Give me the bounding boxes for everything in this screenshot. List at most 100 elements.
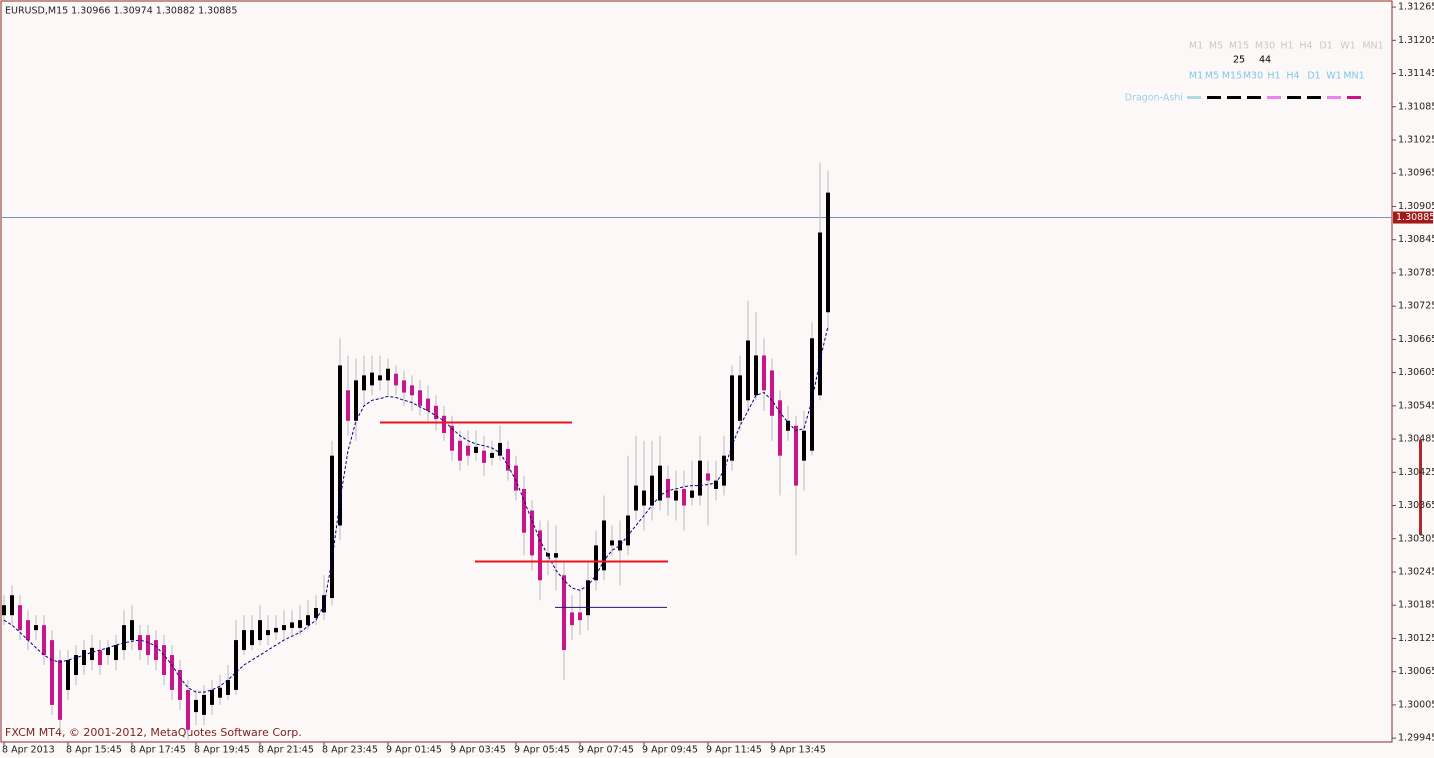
candle-body [162,645,166,675]
candle-body [186,689,190,730]
candle-body [2,605,6,616]
candle-body [746,340,750,401]
candle-body [338,365,342,526]
candle-body [738,375,742,421]
candle-body [314,607,318,618]
status-swatch [1347,96,1361,99]
y-tick-label: 1.30065 [1398,666,1434,677]
candle-body [778,400,782,456]
candle-body [50,640,54,705]
y-tick-label: 1.30425 [1398,467,1434,478]
candle-body [346,390,350,421]
candle-body [650,475,654,506]
x-tick-label: 9 Apr 07:45 [578,745,634,756]
candle-body [546,553,550,557]
candle-body [506,449,510,471]
candle-body [82,650,86,666]
candle-body [234,640,238,690]
candle-body [522,488,526,533]
candle-body [482,450,486,463]
candle-body [106,647,110,656]
status-swatch [1267,96,1281,99]
timeframe-label: H4 [1299,41,1312,52]
candle-body [362,375,366,391]
candle-body [626,515,630,546]
candle-body [786,420,790,431]
candle-body [386,368,390,381]
y-tick-label: 1.30785 [1398,267,1434,278]
candle-body [178,670,182,700]
timeframe-label: M30 [1243,71,1263,82]
candle-body [354,380,358,421]
candle-body [642,490,646,506]
timeframe-label: MN1 [1362,41,1383,52]
candle-body [730,375,734,461]
x-tick-label: 8 Apr 15:45 [66,745,122,756]
timeframe-label: D1 [1319,41,1332,52]
candle-body [154,640,158,661]
y-tick-label: 1.30125 [1398,633,1434,644]
timeframe-label: M15 [1222,71,1242,82]
candle-body [122,625,126,651]
candle-body [594,545,598,581]
candle-body [90,647,94,661]
chart-title: EURUSD,M15 1.30966 1.30974 1.30882 1.308… [5,6,237,17]
candle-body [570,612,574,626]
y-tick-label: 1.30185 [1398,600,1434,611]
timeframe-count: 44 [1259,55,1271,66]
candle-body [226,679,230,695]
y-tick-label: 1.30305 [1398,533,1434,544]
candle-body [298,620,302,628]
candle-body [394,373,398,386]
candle-body [250,630,254,646]
candle-body [402,380,406,393]
candle-body [370,372,374,386]
candle-body [698,460,702,496]
candle-body [770,370,774,416]
x-tick-label: 8 Apr 2013 [2,745,55,756]
candle-body [442,415,446,433]
x-tick-label: 8 Apr 19:45 [194,745,250,756]
plot-frame [0,0,1393,743]
y-tick-label: 1.30965 [1398,168,1434,179]
candle-body [794,425,798,486]
timeframe-label: M5 [1209,41,1223,52]
y-tick-label: 1.31265 [1398,2,1434,13]
candle-body [666,478,670,498]
candle-body [762,355,766,391]
x-tick-label: 8 Apr 17:45 [130,745,186,756]
candle-body [802,430,806,461]
candle-body [66,660,70,690]
candle-body [530,510,534,556]
indicator-name: Dragon-Ashi [1125,93,1183,104]
candle-body [98,650,102,666]
candle-body [658,465,662,501]
candle-body [674,490,678,501]
timeframe-label: H4 [1286,71,1299,82]
timeframe-label: M15 [1229,41,1249,52]
candle-body [18,605,22,631]
candle-body [818,232,822,396]
candle-body [330,455,334,599]
timeframe-label: H1 [1267,71,1280,82]
candle-body [194,699,198,713]
candle-body [586,580,590,616]
status-swatch [1207,96,1221,99]
candle-body [498,442,502,456]
y-tick-label: 1.30605 [1398,367,1434,378]
candle-body [322,595,326,613]
candle-body [274,627,278,633]
candle-body [306,615,310,626]
status-swatch [1307,96,1321,99]
candle-body [266,630,270,636]
timeframe-label: M30 [1255,41,1275,52]
candle-body [458,440,462,461]
scroll-marker [1419,440,1422,535]
candle-body [202,694,206,715]
y-tick-label: 1.31025 [1398,135,1434,146]
y-tick-label: 1.30845 [1398,234,1434,245]
candle-body [210,689,214,705]
candle-body [682,488,686,506]
